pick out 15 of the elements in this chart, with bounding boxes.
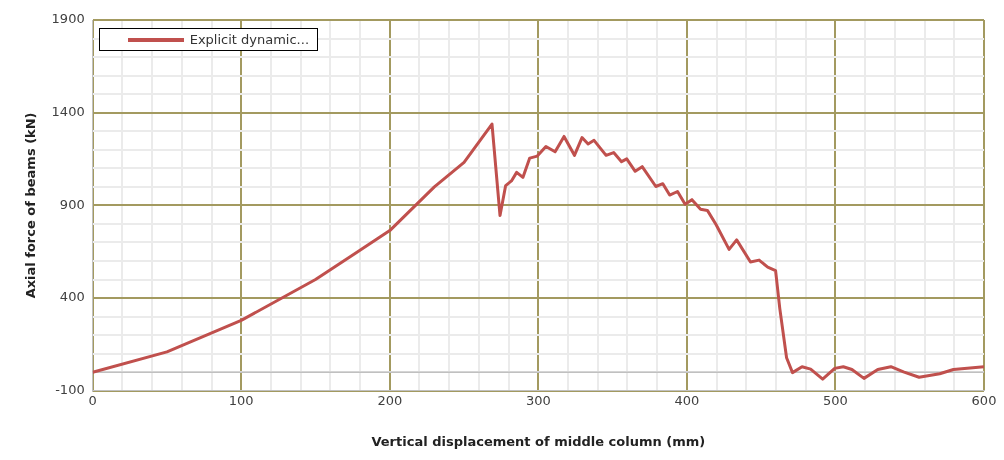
x-tick-label: 100 (228, 392, 254, 408)
y-tick-label: -100 (55, 382, 85, 398)
x-tick-label: 300 (525, 392, 551, 408)
x-axis-title: Vertical displacement of middle column (mm) (371, 433, 706, 449)
y-axis-title: Axial force of beams (kN) (23, 112, 39, 299)
legend-label: Explicit dynamic... (189, 32, 310, 47)
x-tick-label: 400 (674, 392, 700, 408)
y-tick-label: 1400 (51, 104, 85, 120)
x-tick-label: 0 (88, 392, 97, 408)
x-tick-label: 500 (823, 392, 848, 408)
y-tick-label: 400 (59, 289, 85, 305)
y-tick-label: 1900 (51, 11, 85, 27)
y-tick-label: 900 (59, 196, 85, 212)
x-tick-label: 600 (971, 392, 997, 408)
x-tick-label: 200 (377, 392, 403, 408)
